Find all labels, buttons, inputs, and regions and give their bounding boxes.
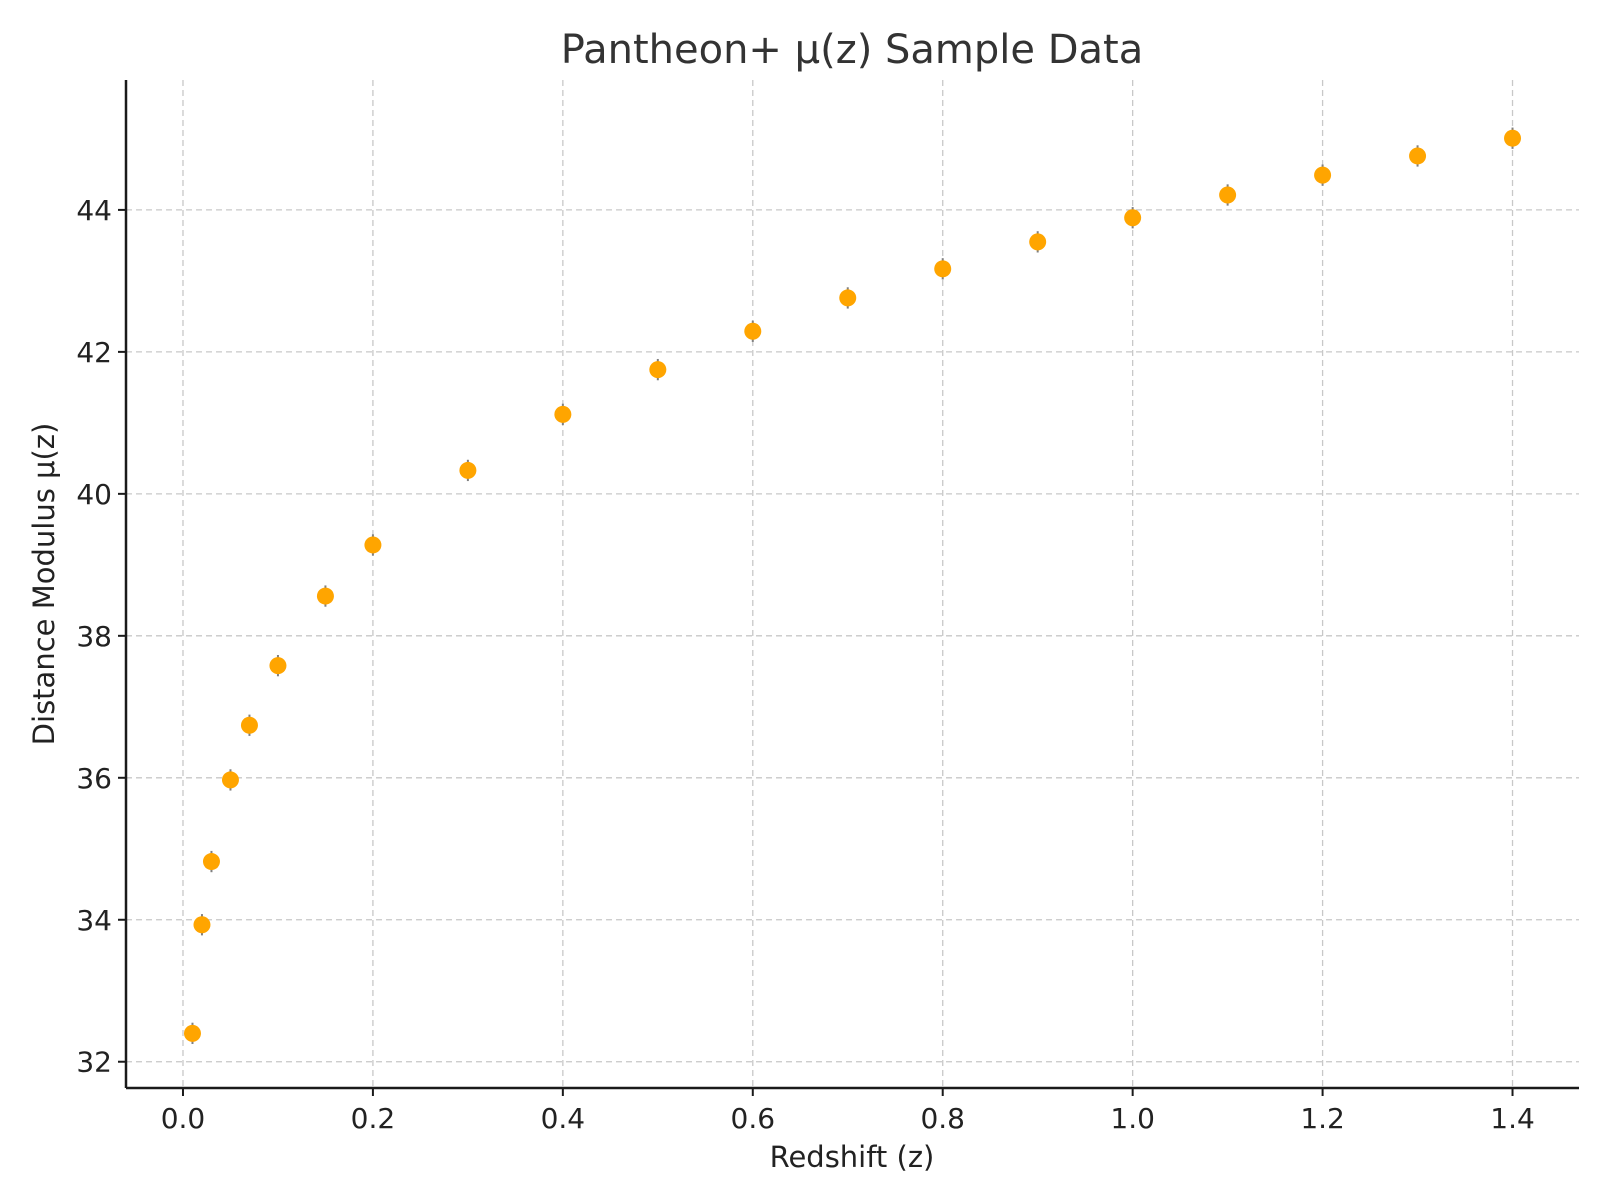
ticks-layer: 0.0 0.2 0.4 0.6 0.8 1.0 1.2 1.4 32 34 36 38 40 42 44: [76, 194, 1534, 1135]
x-tick-label: 0.8: [920, 1102, 965, 1135]
x-tick-label: 0.2: [351, 1102, 396, 1135]
x-axis-label: Redshift (z): [770, 1140, 935, 1174]
data-point: [839, 289, 857, 307]
data-point: [183, 1024, 201, 1042]
data-point: [744, 322, 762, 340]
chart-title: Pantheon+ μ(z) Sample Data: [561, 27, 1143, 73]
data-point: [202, 853, 220, 871]
data-point: [1124, 209, 1142, 227]
data-point: [649, 361, 667, 379]
data-point: [364, 536, 382, 554]
data-point: [1504, 129, 1522, 147]
data-point: [554, 405, 572, 423]
x-tick-label: 0.0: [161, 1102, 206, 1135]
data-point: [193, 916, 211, 934]
x-tick-label: 1.0: [1110, 1102, 1155, 1135]
data-point: [1314, 166, 1332, 184]
y-tick-label: 34: [76, 904, 112, 937]
axes-layer: [124, 80, 1579, 1090]
data-point: [269, 657, 287, 675]
data-point: [1029, 233, 1047, 251]
data-layer: [183, 127, 1522, 1044]
grid-layer: [126, 80, 1579, 1088]
data-point: [934, 260, 952, 278]
data-point: [459, 461, 477, 479]
data-point: [316, 587, 334, 605]
y-tick-label: 40: [76, 478, 112, 511]
x-tick-label: 1.4: [1490, 1102, 1535, 1135]
data-point: [1219, 186, 1237, 204]
y-tick-label: 44: [76, 194, 112, 227]
data-point: [1409, 147, 1427, 165]
y-tick-label: 32: [76, 1046, 112, 1079]
data-point: [240, 716, 258, 734]
y-tick-label: 38: [76, 620, 112, 653]
y-axis-label: Distance Modulus μ(z): [27, 423, 61, 746]
y-tick-label: 42: [76, 336, 112, 369]
x-tick-label: 0.6: [731, 1102, 776, 1135]
x-tick-label: 1.2: [1300, 1102, 1345, 1135]
data-point: [221, 771, 239, 789]
x-tick-label: 0.4: [541, 1102, 586, 1135]
y-tick-label: 36: [76, 762, 112, 795]
